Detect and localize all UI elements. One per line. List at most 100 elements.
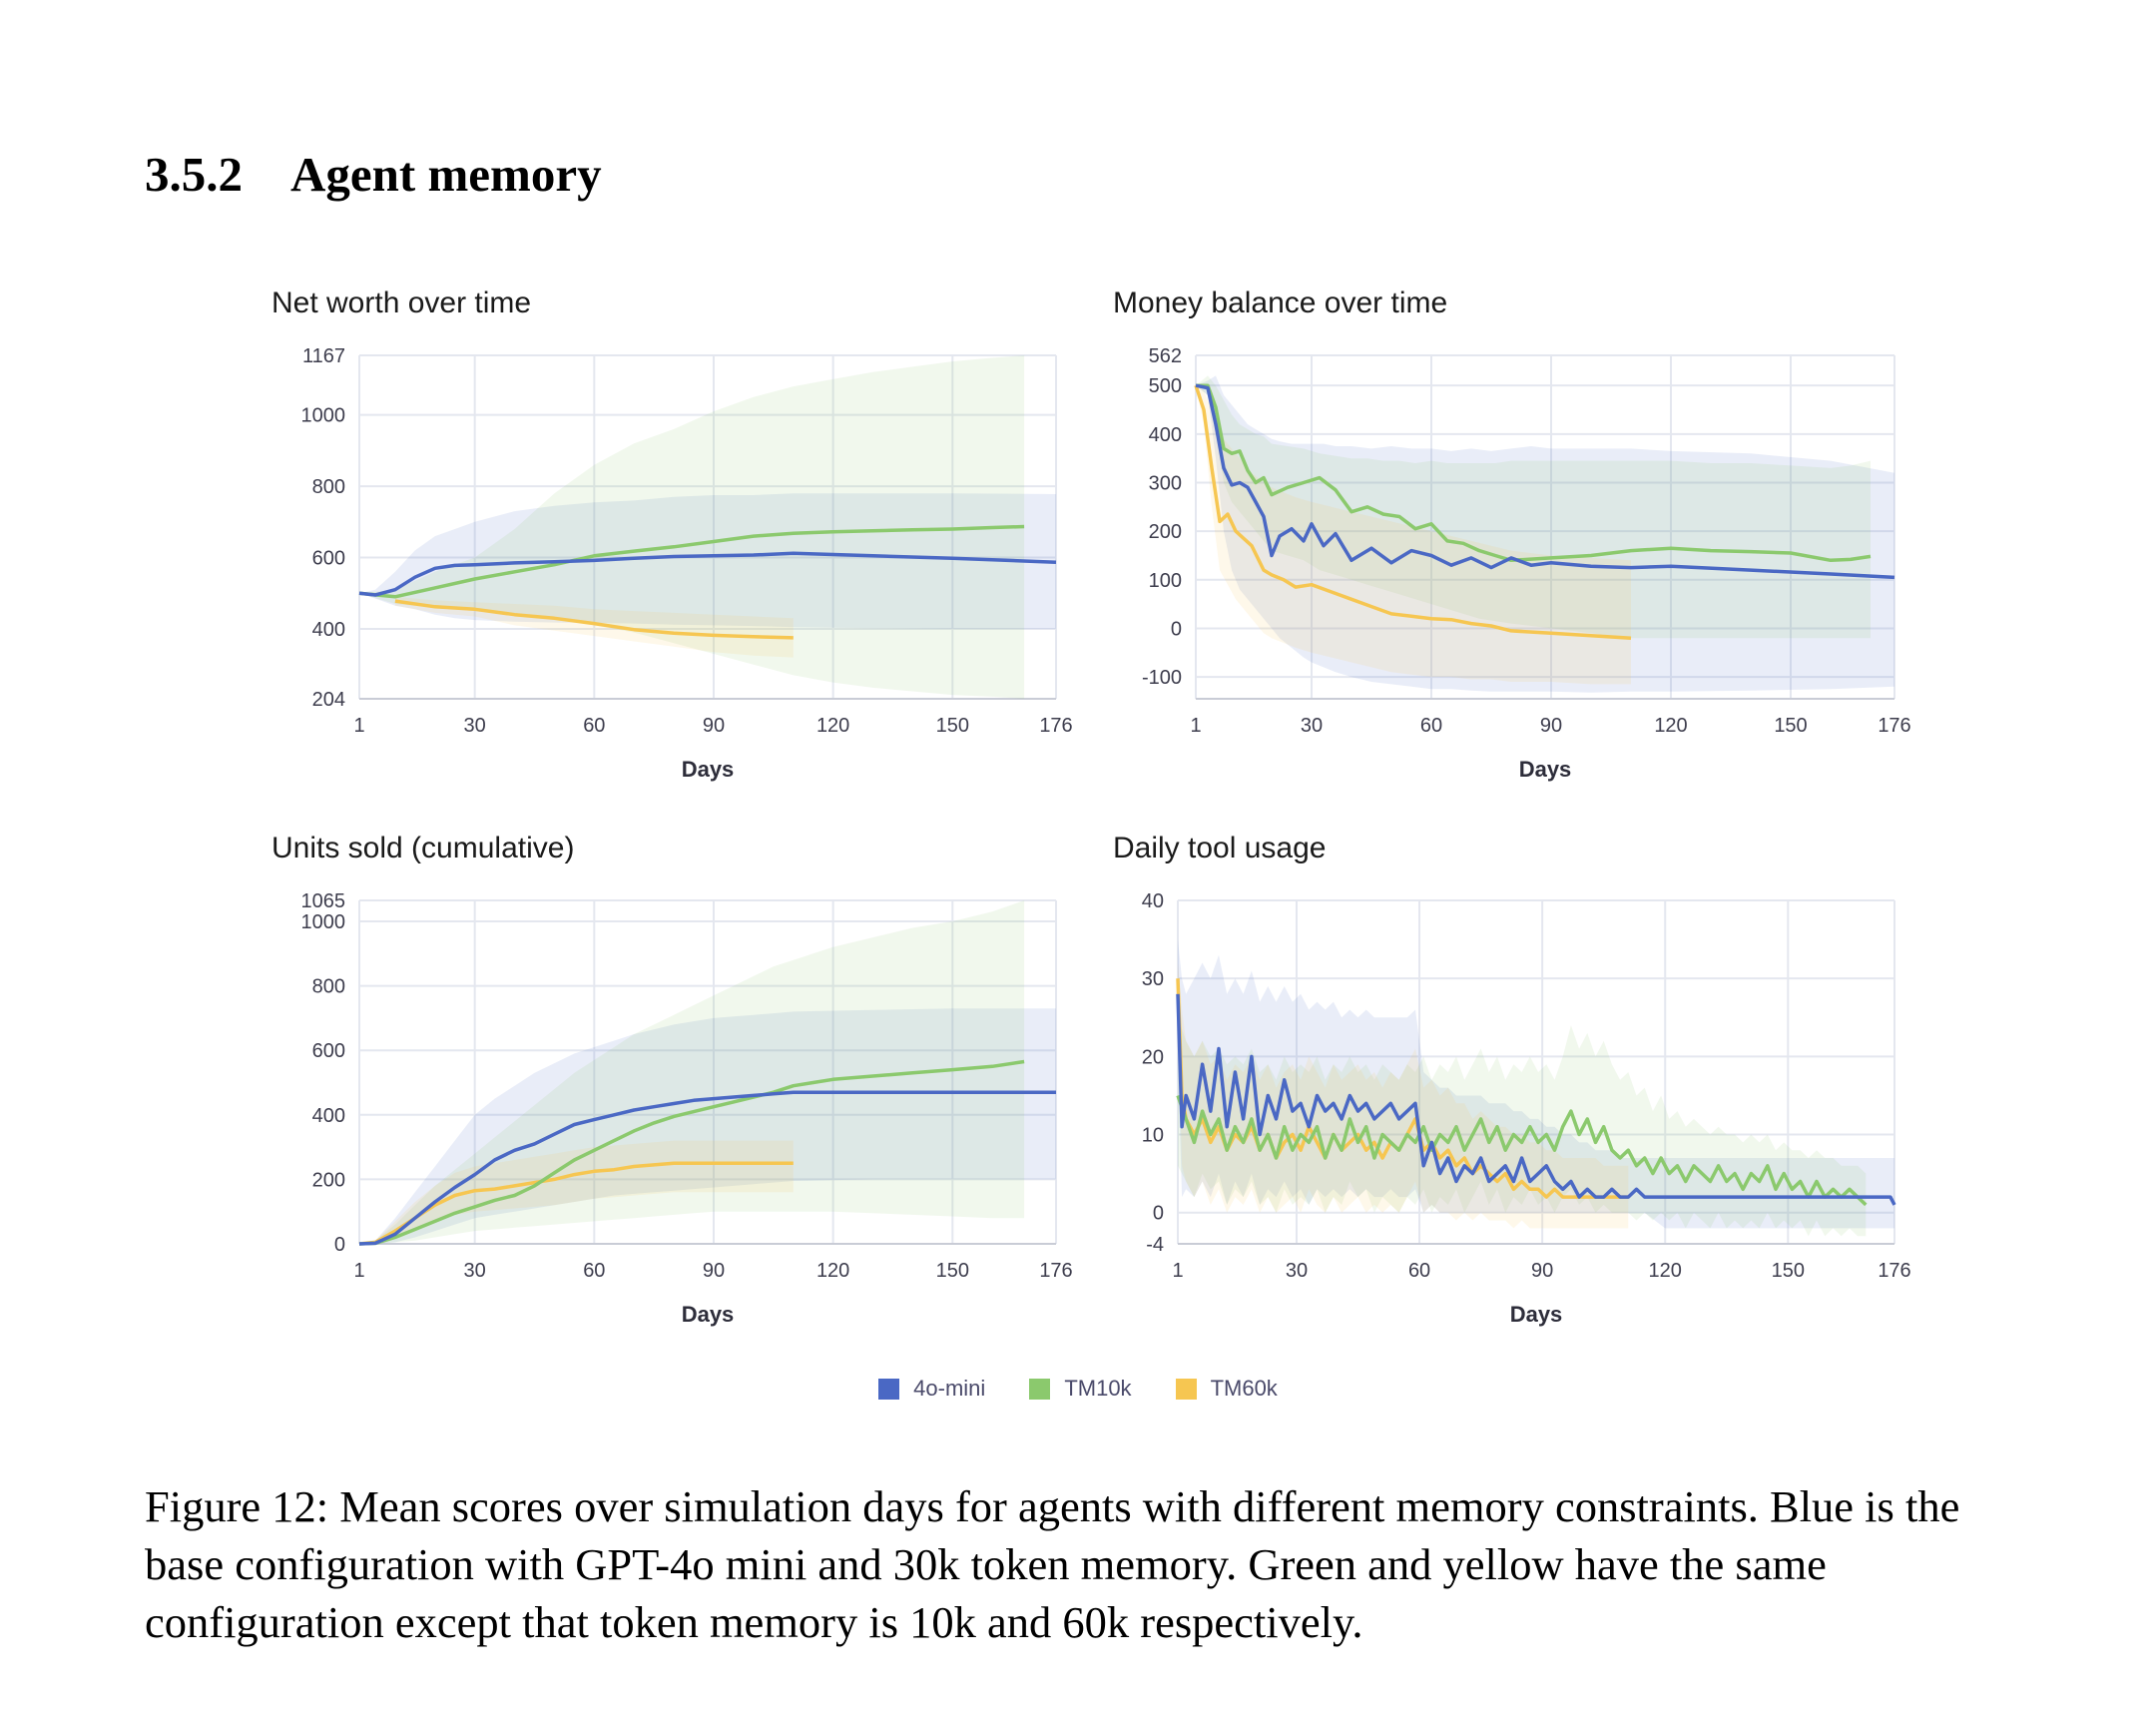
series-line-tm60k	[394, 599, 794, 640]
confidence-band-tm60k	[1178, 962, 1629, 1229]
x-tick-label: 30	[464, 715, 486, 737]
x-axis-label: Days	[1510, 1302, 1563, 1327]
chart-title: Units sold (cumulative)	[271, 832, 574, 864]
x-tick-label: 150	[936, 1260, 969, 1282]
x-tick-label: 90	[703, 715, 725, 737]
y-tick-label: 40	[1142, 890, 1164, 912]
y-tick-label: 200	[312, 1169, 345, 1191]
y-tick-label: 20	[1142, 1046, 1164, 1068]
confidence-band-4o-mini	[359, 493, 1056, 629]
y-tick-label: 200	[1149, 521, 1182, 543]
y-tick-label: 300	[1149, 472, 1182, 494]
section-number: 3.5.2	[145, 147, 243, 202]
legend-swatch-tm10k	[1029, 1378, 1051, 1400]
confidence-band-tm10k	[359, 900, 1025, 1244]
y-tick-label: 600	[312, 548, 345, 570]
x-tick-label: 120	[816, 1260, 849, 1282]
y-tick-label: 0	[1153, 1203, 1164, 1225]
legend-item-tm10k[interactable]: TM10k	[1029, 1376, 1132, 1402]
y-tick-label: 562	[1149, 345, 1182, 367]
x-tick-label: 90	[1540, 715, 1562, 737]
chart-title: Money balance over time	[1113, 286, 1447, 319]
legend-label-tm10k: TM10k	[1064, 1376, 1132, 1401]
y-tick-label: 1000	[301, 405, 346, 427]
x-tick-label: 176	[1878, 1260, 1910, 1282]
y-tick-label: 1065	[301, 890, 346, 912]
section-title: Agent memory	[290, 147, 602, 202]
series-line-4o-mini	[1176, 993, 1896, 1206]
x-tick-label: 176	[1039, 1260, 1072, 1282]
series-line-tm10k	[358, 1059, 1025, 1246]
legend-label-4o-mini: 4o-mini	[913, 1376, 986, 1401]
series-line-tm10k	[358, 524, 1025, 599]
legend-swatch-4o-mini	[878, 1378, 900, 1400]
x-tick-label: 60	[1420, 715, 1442, 737]
series-line-4o-mini	[1195, 383, 1895, 580]
y-tick-label: 400	[1149, 424, 1182, 446]
x-tick-label: 90	[703, 1260, 725, 1282]
y-tick-label: 800	[312, 976, 345, 998]
legend-item-4o-mini[interactable]: 4o-mini	[878, 1376, 985, 1402]
y-tick-label: 600	[312, 1040, 345, 1062]
x-tick-label: 120	[1649, 1260, 1682, 1282]
series-line-tm10k	[1176, 1094, 1868, 1207]
chart-title: Net worth over time	[271, 286, 531, 319]
series-line-4o-mini	[358, 551, 1057, 597]
x-tick-label: 1	[1172, 1260, 1183, 1282]
y-tick-label: 400	[312, 619, 345, 641]
y-tick-label: 204	[312, 689, 345, 711]
x-tick-label: 1	[353, 1260, 364, 1282]
x-axis-label: Days	[682, 757, 735, 782]
x-tick-label: 60	[1408, 1260, 1430, 1282]
x-tick-label: 176	[1039, 715, 1072, 737]
y-tick-label: -100	[1142, 667, 1182, 689]
x-tick-label: 90	[1531, 1260, 1553, 1282]
confidence-band-tm60k	[1196, 385, 1631, 685]
chart-legend: 4o-mini TM10k TM60k	[0, 1376, 2156, 1402]
y-tick-label: 400	[312, 1105, 345, 1127]
y-tick-label: 0	[1171, 618, 1182, 640]
series-line-4o-mini	[358, 1090, 1056, 1246]
x-tick-label: 176	[1878, 715, 1910, 737]
y-tick-label: 500	[1149, 375, 1182, 397]
x-tick-label: 60	[583, 715, 605, 737]
y-tick-label: 1000	[301, 911, 346, 933]
x-tick-label: 30	[1286, 1260, 1308, 1282]
chart-panel-4: Daily tool usage -4 0 10 20 30 40 1 30 60 90 120 150…	[1113, 832, 1911, 1327]
confidence-band-tm10k	[1178, 1017, 1867, 1237]
y-tick-label: 0	[334, 1234, 345, 1256]
section-heading: 3.5.2 Agent memory	[145, 146, 602, 203]
confidence-band-4o-mini	[1178, 939, 1894, 1229]
y-tick-label: 100	[1149, 570, 1182, 592]
y-tick-label: 10	[1142, 1125, 1164, 1147]
series-line-tm60k	[1194, 384, 1632, 640]
confidence-band-tm60k	[359, 1140, 794, 1244]
x-axis-label: Days	[1519, 757, 1572, 782]
y-tick-label: -4	[1146, 1234, 1164, 1256]
confidence-band-tm10k	[359, 355, 1025, 699]
chart-panel-2: Money balance over time -100 0 100 200 300 400…	[1113, 286, 1911, 782]
chart-panel-1: Net worth over time 204 400 600 800 1000 1167 1…	[271, 286, 1073, 782]
y-tick-label: 30	[1142, 968, 1164, 990]
x-axis-label: Days	[682, 1302, 735, 1327]
x-tick-label: 1	[353, 715, 364, 737]
confidence-band-4o-mini	[1196, 375, 1894, 693]
x-tick-label: 150	[1774, 715, 1807, 737]
legend-item-tm60k[interactable]: TM60k	[1175, 1376, 1278, 1402]
series-line-tm10k	[1196, 383, 1872, 563]
x-tick-label: 150	[936, 715, 969, 737]
chart-panel-3: Units sold (cumulative) 0 200 400 600 800 1000…	[271, 832, 1073, 1327]
x-tick-label: 1	[1190, 715, 1201, 737]
x-tick-label: 30	[1301, 715, 1323, 737]
y-tick-label: 800	[312, 476, 345, 498]
legend-swatch-tm60k	[1175, 1378, 1197, 1400]
chart-title: Daily tool usage	[1113, 832, 1326, 864]
x-tick-label: 120	[1654, 715, 1687, 737]
x-tick-label: 30	[464, 1260, 486, 1282]
confidence-band-tm10k	[1196, 375, 1871, 639]
x-tick-label: 120	[816, 715, 849, 737]
x-tick-label: 60	[583, 1260, 605, 1282]
x-tick-label: 150	[1772, 1260, 1805, 1282]
y-tick-label: 1167	[302, 345, 345, 367]
